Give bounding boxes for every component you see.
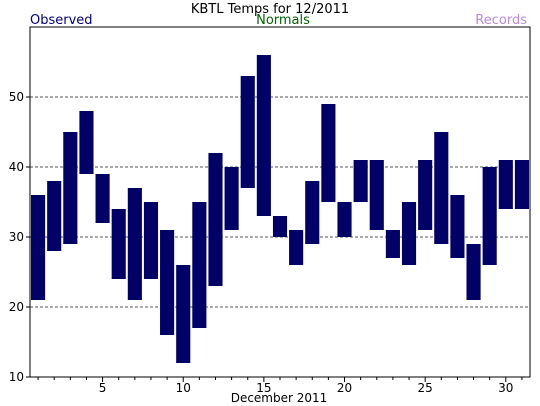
temperature-bar (63, 132, 78, 244)
temperature-bar (514, 160, 529, 209)
x-axis: 5 10 15 20 25 30 (37, 377, 523, 395)
temperature-bar (240, 76, 255, 188)
y-tick-label: 20 (9, 300, 24, 314)
bars (31, 55, 529, 363)
temperature-bar (272, 216, 288, 237)
temperature-bar (111, 209, 126, 279)
temperature-bar (79, 111, 94, 174)
temperature-bar (466, 244, 481, 300)
temperature-bar (321, 104, 336, 202)
temperature-bar (31, 195, 46, 300)
temperature-bar (289, 230, 304, 265)
x-axis-label: December 2011 (231, 391, 328, 405)
temperature-bar (143, 202, 159, 279)
legend-observed: Observed (30, 13, 93, 28)
temperature-bar (337, 202, 352, 237)
temperature-bar (434, 132, 449, 244)
x-tick-label: 25 (418, 381, 433, 395)
temperature-bar (353, 160, 368, 202)
temperature-bar (192, 202, 207, 328)
temperature-bar (369, 160, 384, 230)
temperature-bar (482, 167, 497, 265)
temperature-bar (208, 153, 223, 286)
temperature-bar (47, 181, 62, 251)
x-tick-label: 15 (256, 381, 271, 395)
chart-title: KBTL Temps for 12/2011 (191, 2, 349, 17)
x-tick-label: 30 (498, 381, 513, 395)
temperature-bar (127, 188, 142, 300)
temperature-bar (450, 195, 465, 258)
legend-normals: Normals (256, 13, 310, 28)
x-tick-label: 10 (176, 381, 191, 395)
temperature-bar (385, 230, 400, 258)
temperature-bar (305, 181, 320, 244)
y-tick-label: 40 (9, 160, 24, 174)
temperature-bar (418, 160, 433, 230)
y-tick-label: 10 (9, 370, 24, 384)
y-tick-label: 50 (9, 90, 24, 104)
temperature-bar (256, 55, 271, 216)
temperature-bar (401, 202, 417, 265)
y-axis: 10 20 30 40 50 (9, 90, 30, 384)
temperature-bar (160, 230, 175, 335)
x-tick-label: 20 (337, 381, 352, 395)
temperature-bar (95, 174, 110, 223)
legend-records: Records (475, 13, 527, 28)
y-tick-label: 30 (9, 230, 24, 244)
x-tick-label: 5 (99, 381, 107, 395)
temperature-bar (224, 167, 239, 230)
temperature-bar (176, 265, 191, 363)
temperature-bar (498, 160, 513, 209)
